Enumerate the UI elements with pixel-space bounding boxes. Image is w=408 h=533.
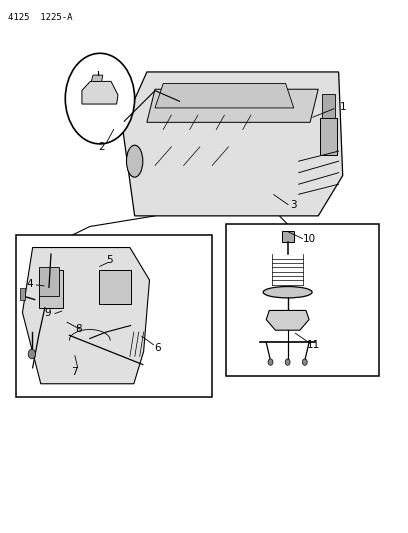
Text: 7: 7 bbox=[71, 367, 78, 377]
Text: 9: 9 bbox=[45, 309, 51, 318]
Bar bbox=[322, 94, 335, 118]
Circle shape bbox=[28, 349, 35, 359]
Bar bbox=[320, 118, 337, 156]
Circle shape bbox=[65, 53, 135, 144]
Bar bbox=[226, 224, 379, 376]
Text: 4125  1225-A: 4125 1225-A bbox=[8, 13, 73, 22]
Bar bbox=[39, 267, 59, 296]
Bar bbox=[20, 288, 25, 300]
Text: 5: 5 bbox=[106, 255, 113, 265]
Bar bbox=[282, 231, 294, 242]
Text: 1: 1 bbox=[339, 102, 346, 111]
Polygon shape bbox=[122, 72, 343, 216]
Bar bbox=[16, 235, 212, 397]
Polygon shape bbox=[266, 310, 309, 330]
Polygon shape bbox=[147, 89, 318, 123]
Text: 11: 11 bbox=[307, 341, 320, 350]
Bar bbox=[99, 270, 131, 304]
Circle shape bbox=[285, 359, 290, 365]
Polygon shape bbox=[155, 84, 294, 108]
Text: 4: 4 bbox=[26, 279, 33, 288]
Text: 8: 8 bbox=[75, 325, 82, 334]
Polygon shape bbox=[91, 75, 103, 82]
Text: 2: 2 bbox=[99, 142, 105, 151]
Circle shape bbox=[302, 359, 307, 365]
Polygon shape bbox=[82, 82, 118, 104]
Text: 6: 6 bbox=[154, 343, 160, 352]
Bar bbox=[39, 270, 63, 308]
Ellipse shape bbox=[263, 287, 312, 298]
Circle shape bbox=[268, 359, 273, 365]
Text: 3: 3 bbox=[290, 200, 297, 210]
Text: 10: 10 bbox=[303, 234, 316, 244]
Ellipse shape bbox=[126, 145, 143, 177]
Polygon shape bbox=[22, 247, 149, 384]
